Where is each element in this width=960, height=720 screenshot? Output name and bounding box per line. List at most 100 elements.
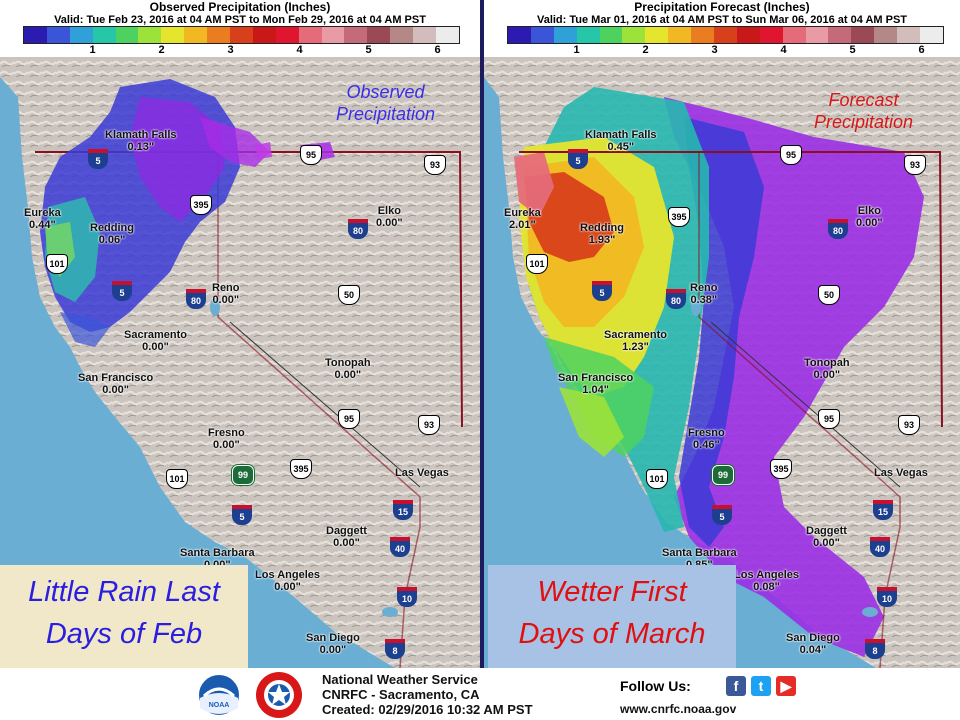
interstate-5-shield: 5 [592,281,612,301]
forecast-callout-box: Wetter First Days of March [488,565,736,668]
city-label: Reno 0.00" [212,282,240,306]
city-label: Elko 0.00" [856,205,883,229]
state-border [519,151,943,428]
nws-seal-icon [256,672,302,718]
forecast-precip-panel: Precipitation Forecast (Inches) Valid: T… [484,0,960,668]
overlay-title-line2: Precipitation [336,104,436,124]
city-label: Tonopah 0.00" [804,357,850,381]
color-scale-swatch [92,27,116,43]
city-label: San Diego 0.00" [306,632,360,656]
precip-area [200,117,270,167]
scale-tick-label: 2 [642,44,649,56]
forecast-header: Precipitation Forecast (Inches) Valid: T… [484,0,960,56]
color-scale-swatch [46,27,70,43]
scale-tick-label: 6 [434,44,441,56]
scale-tick-label: 2 [158,44,165,56]
us-50-shield: 50 [818,285,840,305]
city-label: Sacramento 1.23" [604,329,667,353]
city-label: Daggett 0.00" [326,525,367,549]
precip-area [255,142,272,159]
noaa-logo-text: NOAA [209,702,230,709]
us-101-shield: 101 [166,469,188,489]
interstate-40-shield: 40 [390,537,410,557]
city-label: Elko 0.00" [376,205,403,229]
observed-precip-panel: Observed Precipitation (Inches) Valid: T… [0,0,480,668]
us-95-shield: 95 [338,409,360,429]
city-label: Sacramento 0.00" [124,329,187,353]
city-label: Reno 0.38" [690,282,718,306]
city-label: Los Angeles 0.08" [734,569,799,593]
forecast-valid-period: Valid: Tue Mar 01, 2016 at 04 AM PST to … [536,14,908,26]
observed-valid-period: Valid: Tue Feb 23, 2016 at 04 AM PST to … [54,14,426,26]
interstate-5-shield: 5 [112,281,132,301]
footer: NOAA National Weather Service CNRFC - Sa… [0,668,960,720]
color-scale-swatch [367,27,391,43]
footer-text-block: National Weather Service CNRFC - Sacrame… [322,672,533,717]
scale-tick-label: 3 [711,44,718,56]
noaa-logo-icon: NOAA [197,673,241,717]
forecast-scale-ticks: 1 2 3 4 5 6 [507,44,944,57]
city-label: San Francisco 0.00" [78,372,154,396]
interstate-80-shield: 80 [828,219,848,239]
interstate-10-shield: 10 [397,587,417,607]
us-101-shield: 101 [526,254,548,274]
overlay-title-line1: Observed [346,82,425,102]
twitter-icon[interactable]: t [751,676,771,696]
overlay-title-line1: Forecast [828,90,899,110]
us-395-shield: 395 [770,459,792,479]
observed-callout-box: Little Rain Last Days of Feb [0,565,248,668]
scale-tick-label: 1 [89,44,96,56]
color-scale-swatch [576,27,600,43]
color-scale-swatch [897,27,921,43]
lake [382,607,398,617]
city-label: Fresno 0.00" [208,427,245,451]
color-scale-swatch [207,27,231,43]
city-label: Las Vegas [874,467,928,479]
color-scale-swatch [530,27,554,43]
interstate-80-shield: 80 [666,289,686,309]
city-label: Klamath Falls 0.13" [105,129,177,153]
us-395-shield: 395 [668,207,690,227]
scale-tick-label: 3 [227,44,234,56]
color-scale-swatch [321,27,345,43]
observed-header: Observed Precipitation (Inches) Valid: T… [0,0,480,56]
observed-scale-ticks: 1 2 3 4 5 6 [23,44,460,57]
interstate-10-shield: 10 [877,587,897,607]
precip-area [130,97,225,222]
observed-overlay-title: Observed Precipitation [336,81,435,125]
color-scale-swatch [759,27,783,43]
interstate-5-shield: 5 [568,149,588,169]
state-border [710,321,901,488]
callout-line1: Little Rain Last [28,576,220,608]
scale-tick-label: 5 [849,44,856,56]
youtube-icon[interactable]: ▶ [776,676,796,696]
city-label: Redding 1.93" [580,222,624,246]
observed-map-canvas [0,57,480,668]
ca-99-shield: 99 [232,465,254,485]
observed-map: Observed Precipitation Klamath Falls 0.13… [0,57,480,668]
forecast-color-scale [507,26,944,44]
color-scale-swatch [138,27,162,43]
follow-us-label: Follow Us: [620,678,691,694]
color-scale-swatch [436,27,459,43]
forecast-title: Precipitation Forecast (Inches) [634,0,810,14]
city-label: Los Angeles 0.00" [255,569,320,593]
precip-area [60,312,110,347]
city-label: Eureka 2.01" [504,207,541,231]
observed-color-scale [23,26,460,44]
color-scale-swatch [622,27,646,43]
color-scale-swatch [691,27,715,43]
color-scale-swatch [668,27,692,43]
scale-tick-label: 1 [573,44,580,56]
color-scale-swatch [161,27,185,43]
interstate-80-shield: 80 [348,219,368,239]
callout-line1: Wetter First [537,576,687,608]
color-scale-swatch [24,27,47,43]
us-93-shield: 93 [898,415,920,435]
website-url[interactable]: www.cnrfc.noaa.gov [620,702,737,716]
interstate-5-shield: 5 [232,505,252,525]
facebook-icon[interactable]: f [726,676,746,696]
city-label: Eureka 0.44" [24,207,61,231]
us-395-shield: 395 [290,459,312,479]
city-label: Las Vegas [395,467,449,479]
